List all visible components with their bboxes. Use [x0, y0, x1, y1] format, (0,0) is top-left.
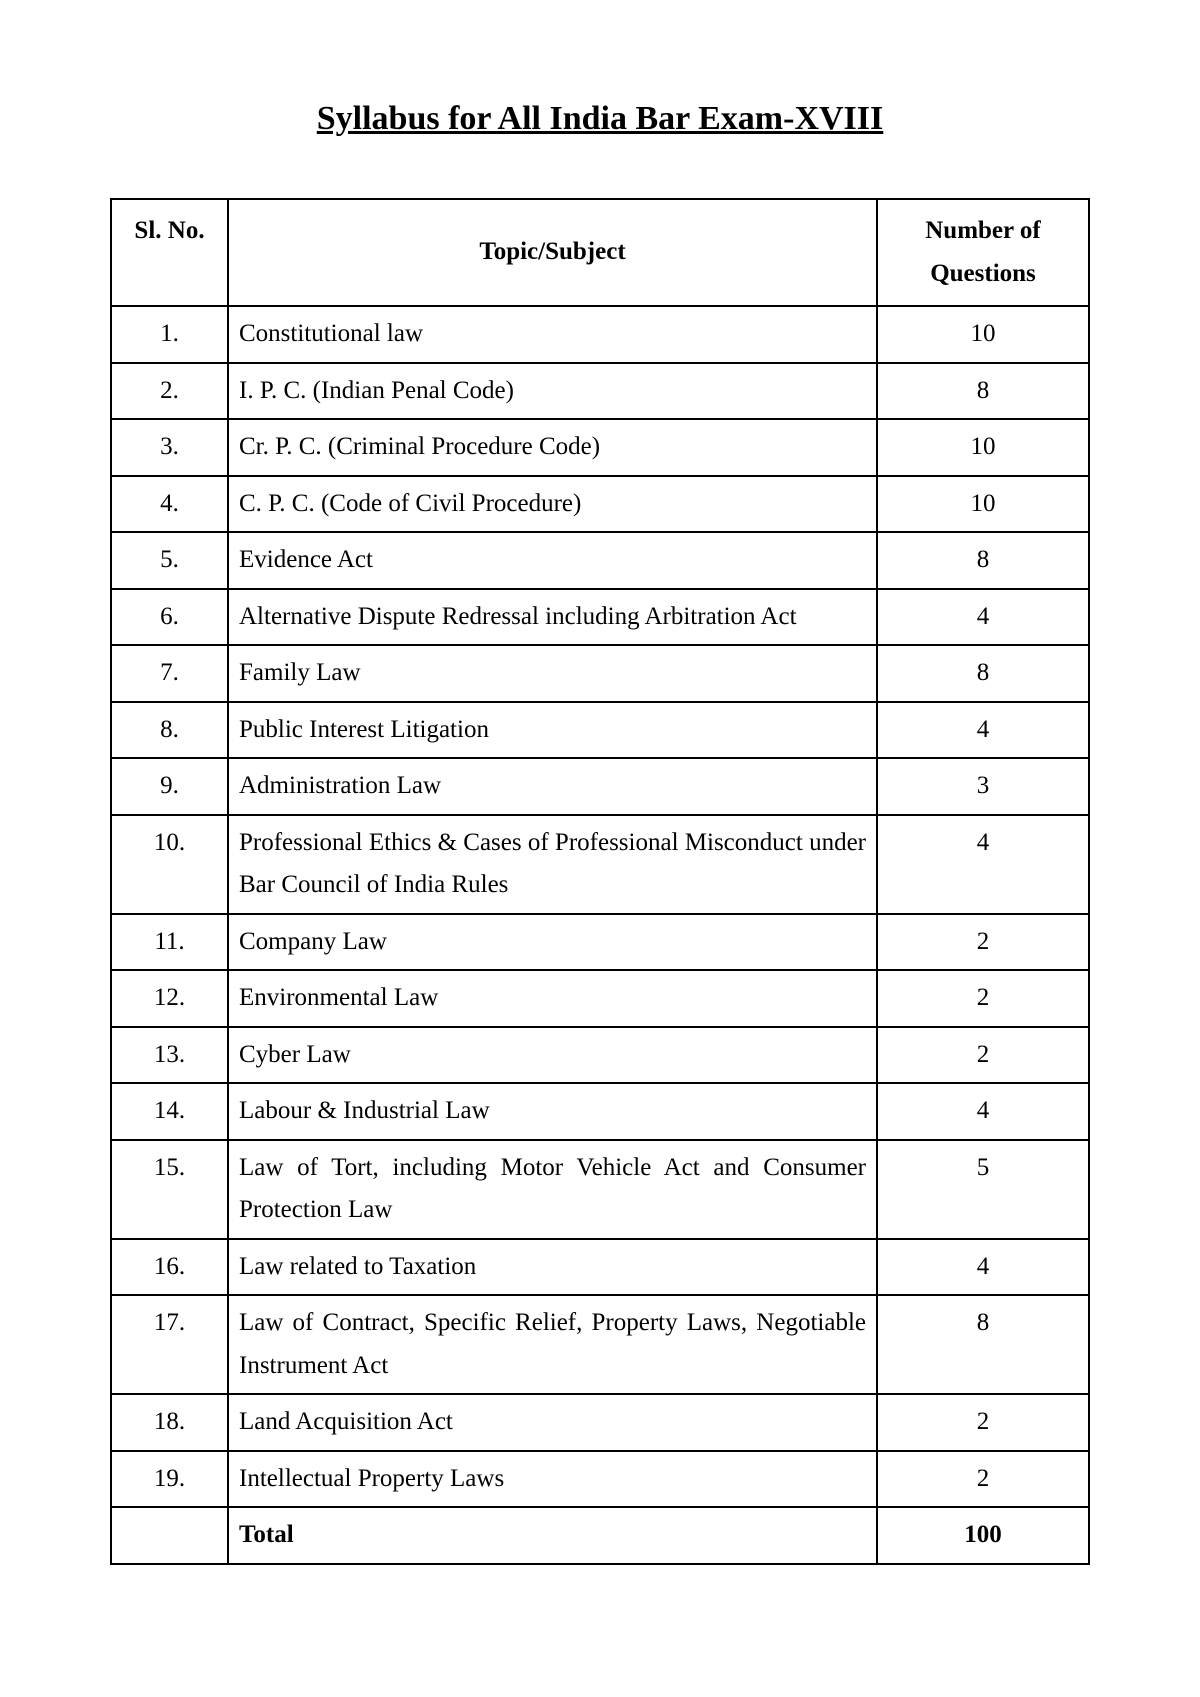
cell-topic: Law of Tort, including Motor Vehicle Act…	[228, 1140, 877, 1239]
cell-topic: C. P. C. (Code of Civil Procedure)	[228, 476, 877, 533]
cell-num: 4	[877, 1239, 1089, 1296]
cell-num: 2	[877, 914, 1089, 971]
cell-topic: Law related to Taxation	[228, 1239, 877, 1296]
cell-sl: 1.	[111, 306, 228, 363]
cell-sl: 14.	[111, 1083, 228, 1140]
table-row: 10.Professional Ethics & Cases of Profes…	[111, 815, 1089, 914]
cell-sl: 15.	[111, 1140, 228, 1239]
cell-topic: Evidence Act	[228, 532, 877, 589]
header-topic: Topic/Subject	[228, 199, 877, 306]
cell-num: 10	[877, 306, 1089, 363]
table-row: 8.Public Interest Litigation4	[111, 702, 1089, 759]
table-row: 17.Law of Contract, Specific Relief, Pro…	[111, 1295, 1089, 1394]
cell-topic: Administration Law	[228, 758, 877, 815]
cell-total-num: 100	[877, 1507, 1089, 1564]
cell-total-label: Total	[228, 1507, 877, 1564]
cell-sl: 3.	[111, 419, 228, 476]
header-sl: Sl. No.	[111, 199, 228, 306]
cell-sl: 17.	[111, 1295, 228, 1394]
syllabus-table: Sl. No. Topic/Subject Number of Question…	[110, 198, 1090, 1565]
cell-topic: I. P. C. (Indian Penal Code)	[228, 363, 877, 420]
cell-topic: Public Interest Litigation	[228, 702, 877, 759]
table-row: 2.I. P. C. (Indian Penal Code)8	[111, 363, 1089, 420]
table-row: 12.Environmental Law2	[111, 970, 1089, 1027]
cell-sl: 5.	[111, 532, 228, 589]
cell-num: 2	[877, 1027, 1089, 1084]
cell-topic: Law of Contract, Specific Relief, Proper…	[228, 1295, 877, 1394]
cell-num: 2	[877, 1394, 1089, 1451]
cell-num: 3	[877, 758, 1089, 815]
cell-topic: Constitutional law	[228, 306, 877, 363]
cell-topic: Cyber Law	[228, 1027, 877, 1084]
cell-sl: 19.	[111, 1451, 228, 1508]
table-row: 3.Cr. P. C. (Criminal Procedure Code)10	[111, 419, 1089, 476]
cell-topic: Labour & Industrial Law	[228, 1083, 877, 1140]
cell-topic: Cr. P. C. (Criminal Procedure Code)	[228, 419, 877, 476]
cell-num: 8	[877, 532, 1089, 589]
cell-num: 4	[877, 589, 1089, 646]
table-row: 4.C. P. C. (Code of Civil Procedure)10	[111, 476, 1089, 533]
page-title: Syllabus for All India Bar Exam-XVIII	[110, 100, 1090, 138]
cell-num: 8	[877, 1295, 1089, 1394]
cell-sl: 16.	[111, 1239, 228, 1296]
cell-sl: 11.	[111, 914, 228, 971]
cell-sl: 9.	[111, 758, 228, 815]
header-num: Number of Questions	[877, 199, 1089, 306]
cell-sl: 6.	[111, 589, 228, 646]
table-row: 9.Administration Law3	[111, 758, 1089, 815]
table-body: 1.Constitutional law102.I. P. C. (Indian…	[111, 306, 1089, 1564]
table-row: 13.Cyber Law2	[111, 1027, 1089, 1084]
cell-sl: 4.	[111, 476, 228, 533]
cell-topic: Intellectual Property Laws	[228, 1451, 877, 1508]
cell-sl: 2.	[111, 363, 228, 420]
table-row: 11.Company Law2	[111, 914, 1089, 971]
page: Syllabus for All India Bar Exam-XVIII Sl…	[0, 0, 1200, 1697]
cell-num: 2	[877, 1451, 1089, 1508]
table-row: 14.Labour & Industrial Law4	[111, 1083, 1089, 1140]
cell-num: 10	[877, 419, 1089, 476]
table-row: 19.Intellectual Property Laws2	[111, 1451, 1089, 1508]
cell-sl-empty	[111, 1507, 228, 1564]
cell-num: 2	[877, 970, 1089, 1027]
cell-sl: 12.	[111, 970, 228, 1027]
cell-sl: 13.	[111, 1027, 228, 1084]
table-row: 1.Constitutional law10	[111, 306, 1089, 363]
table-row: 18.Land Acquisition Act2	[111, 1394, 1089, 1451]
cell-sl: 10.	[111, 815, 228, 914]
table-row: 6.Alternative Dispute Redressal includin…	[111, 589, 1089, 646]
cell-sl: 18.	[111, 1394, 228, 1451]
table-row: 5.Evidence Act8	[111, 532, 1089, 589]
table-header: Sl. No. Topic/Subject Number of Question…	[111, 199, 1089, 306]
cell-topic: Family Law	[228, 645, 877, 702]
cell-sl: 7.	[111, 645, 228, 702]
table-row: 7.Family Law8	[111, 645, 1089, 702]
table-row: 16.Law related to Taxation4	[111, 1239, 1089, 1296]
cell-topic: Professional Ethics & Cases of Professio…	[228, 815, 877, 914]
cell-num: 4	[877, 1083, 1089, 1140]
cell-num: 4	[877, 815, 1089, 914]
cell-topic: Company Law	[228, 914, 877, 971]
cell-sl: 8.	[111, 702, 228, 759]
cell-topic: Land Acquisition Act	[228, 1394, 877, 1451]
cell-topic: Environmental Law	[228, 970, 877, 1027]
total-row: Total100	[111, 1507, 1089, 1564]
cell-num: 8	[877, 645, 1089, 702]
table-row: 15.Law of Tort, including Motor Vehicle …	[111, 1140, 1089, 1239]
cell-topic: Alternative Dispute Redressal including …	[228, 589, 877, 646]
cell-num: 4	[877, 702, 1089, 759]
cell-num: 8	[877, 363, 1089, 420]
cell-num: 5	[877, 1140, 1089, 1239]
cell-num: 10	[877, 476, 1089, 533]
